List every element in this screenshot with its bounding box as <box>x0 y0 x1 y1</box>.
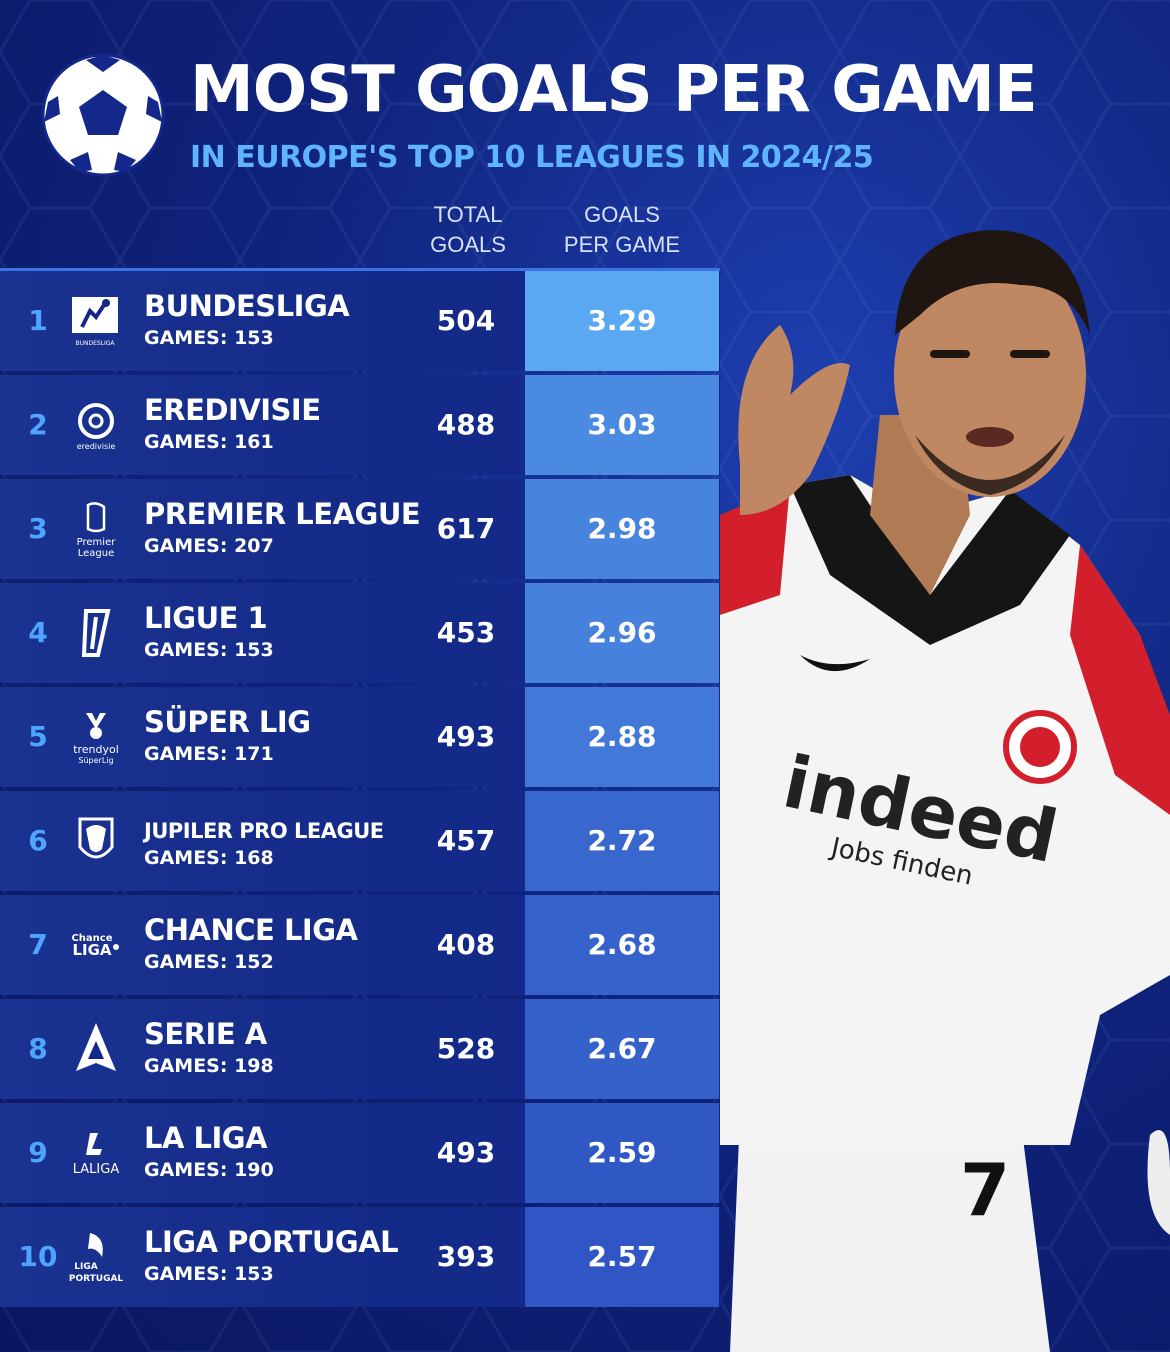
total-goals-value: 528 <box>436 1032 496 1065</box>
games-count: GAMES: 171 <box>144 743 274 765</box>
rank-number: 6 <box>28 824 48 857</box>
svg-text:BUNDESLIGA: BUNDESLIGA <box>75 340 115 347</box>
games-count: GAMES: 152 <box>144 951 274 973</box>
goals-per-game-cell <box>525 791 719 891</box>
games-count: GAMES: 168 <box>144 847 274 869</box>
rank-number: 4 <box>28 616 48 649</box>
games-count: GAMES: 207 <box>144 535 274 557</box>
goals-per-game-value: 2.88 <box>587 720 657 753</box>
svg-text:eredivisie: eredivisie <box>77 442 116 451</box>
total-goals-value: 504 <box>436 304 496 337</box>
goals-per-game-cell <box>525 1207 719 1307</box>
goals-per-game-value: 3.29 <box>587 304 657 337</box>
league-name: LA LIGA <box>144 1121 268 1155</box>
column-header-total-goals: TOTAL GOALS <box>430 202 506 257</box>
total-goals-value: 453 <box>436 616 496 649</box>
svg-text:trendyol: trendyol <box>73 743 119 756</box>
total-goals-value: 493 <box>436 1136 496 1169</box>
svg-text:LIGA: LIGA <box>72 941 111 959</box>
league-name: PREMIER LEAGUE <box>144 497 421 531</box>
table-row: 2 eredivisie EREDIVISIE GAMES: 161 488 3.03 <box>0 375 720 475</box>
player-photo: 7 indeed Jobs finden <box>720 230 1170 1352</box>
svg-text:PORTUGAL: PORTUGAL <box>69 1274 124 1284</box>
rank-number: 3 <box>28 512 48 545</box>
rank-number: 8 <box>28 1032 48 1065</box>
total-goals-value: 493 <box>436 720 496 753</box>
table-top-divider <box>0 268 720 271</box>
table-row: 6 JUPILER PRO LEAGUE GAMES: 168 457 2.72 <box>0 791 720 891</box>
svg-text:LALIGA: LALIGA <box>73 1162 120 1177</box>
goals-per-game-cell <box>525 895 719 995</box>
rank-number: 7 <box>28 928 48 961</box>
svg-text:LIGA: LIGA <box>74 1262 97 1272</box>
games-count: GAMES: 153 <box>144 1263 274 1285</box>
table-row: 3 Premier League PREMIER LEAGUE GAMES: 207 61… <box>0 479 720 579</box>
rank-number: 5 <box>28 720 48 753</box>
league-name: BUNDESLIGA <box>144 289 350 323</box>
goals-per-game-value: 2.72 <box>587 824 657 857</box>
games-count: GAMES: 190 <box>144 1159 274 1181</box>
table-row: 1 BUNDESLIGA BUNDESLIGA GAMES: 153 504 3.29 <box>0 271 720 371</box>
goals-per-game-cell <box>525 479 719 579</box>
games-count: GAMES: 153 <box>144 639 274 661</box>
games-count: GAMES: 198 <box>144 1055 274 1077</box>
svg-text:SüperLig: SüperLig <box>78 756 113 765</box>
rank-number: 1 <box>28 304 48 337</box>
goals-per-game-value: 2.67 <box>587 1032 657 1065</box>
league-name: CHANCE LIGA <box>144 913 358 947</box>
svg-text:Chance: Chance <box>71 933 112 944</box>
page-title: MOST GOALS PER GAME <box>190 53 1038 127</box>
goals-per-game-value: 2.59 <box>587 1136 657 1169</box>
total-goals-value: 457 <box>436 824 496 857</box>
svg-text:Premier: Premier <box>77 537 117 548</box>
goals-per-game-cell <box>525 687 719 787</box>
rank-number: 2 <box>28 408 48 441</box>
goals-per-game-cell <box>525 999 719 1099</box>
total-goals-value: 488 <box>436 408 496 441</box>
games-count: GAMES: 161 <box>144 431 274 453</box>
goals-per-game-value: 2.98 <box>587 512 657 545</box>
goals-per-game-cell <box>525 583 719 683</box>
league-name: JUPILER PRO LEAGUE <box>144 819 384 843</box>
league-name: LIGA PORTUGAL <box>144 1225 399 1259</box>
table-row: 4 LIGUE 1 GAMES: 153 453 2.96 <box>0 583 720 683</box>
goals-per-game-value: 2.96 <box>587 616 657 649</box>
table-row: 7 Chance LIGA CHANCE LIGA GAMES: 152 408 2.68 <box>0 895 720 995</box>
jersey-number: 7 <box>960 1148 1010 1232</box>
svg-text:League: League <box>78 548 115 559</box>
goals-per-game-cell <box>525 375 719 475</box>
page-subtitle: IN EUROPE'S TOP 10 LEAGUES IN 2024/25 <box>190 140 874 175</box>
rank-number: 10 <box>18 1240 58 1273</box>
goals-per-game-value: 2.57 <box>587 1240 657 1273</box>
games-count: GAMES: 153 <box>144 327 274 349</box>
table-row: 8 SERIE A GAMES: 198 528 2.67 <box>0 999 720 1099</box>
goals-per-game-value: 2.68 <box>587 928 657 961</box>
table-row: 10 LIGA PORTUGAL LIGA PORTUGAL GAMES: 153 393… <box>0 1207 720 1307</box>
football-icon <box>41 53 165 177</box>
league-name: SERIE A <box>144 1017 267 1051</box>
column-header-goals-per-game: GOALS PER GAME <box>563 202 681 257</box>
league-name: EREDIVISIE <box>144 393 321 427</box>
goals-per-game-value: 3.03 <box>587 408 657 441</box>
total-goals-value: 408 <box>436 928 496 961</box>
goals-per-game-cell <box>525 271 719 371</box>
rank-number: 9 <box>28 1136 48 1169</box>
total-goals-value: 393 <box>436 1240 496 1273</box>
total-goals-value: 617 <box>436 512 496 545</box>
table-row: 5 trendyol SüperLig SÜPER LIG GAMES: 171 493 2… <box>0 687 720 787</box>
table-row: 9 LALIGA LA LIGA GAMES: 190 493 2.59 <box>0 1103 720 1203</box>
league-name: SÜPER LIG <box>144 705 311 739</box>
league-name: LIGUE 1 <box>144 601 268 635</box>
goals-per-game-cell <box>525 1103 719 1203</box>
